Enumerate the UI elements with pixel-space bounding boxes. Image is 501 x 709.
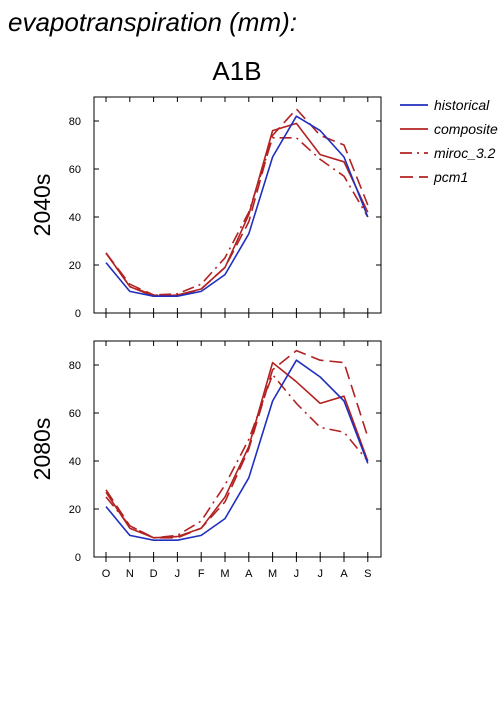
row-label: 2080s [29,418,55,481]
y-tick-label: 0 [75,308,81,320]
x-tick-label: J [294,568,300,580]
x-tick-label: F [198,568,205,580]
y-tick-label: 20 [69,504,81,516]
scenario-title: A1B [212,56,261,86]
legend-item: historical [400,97,490,113]
legend-item: composite [400,121,498,137]
x-tick-label: J [175,568,181,580]
y-tick-label: 80 [69,360,81,372]
plot-frame [93,340,382,558]
y-tick-label: 40 [69,456,81,468]
legend-label: pcm1 [433,169,468,185]
legend-item: miroc_3.2 [400,145,496,161]
panel-2040s: 0 20 40 60 80 2040s [29,96,382,320]
series-line-composite [105,122,369,298]
y-tick-label: 40 [69,212,81,224]
legend-item: pcm1 [400,169,468,185]
series-line-historical [105,359,369,542]
x-tick-label: D [150,568,158,580]
y-tick-label: 0 [75,552,81,564]
series-line-pcm1 [105,349,369,539]
series-line-pcm1 [105,108,369,298]
figure-title: evapotranspiration (mm): [8,7,297,37]
legend-label: miroc_3.2 [434,145,496,161]
legend-label: historical [434,97,490,113]
legend-label: composite [434,121,498,137]
y-tick-label: 20 [69,260,81,272]
series-line-composite [105,361,369,539]
chart-panels: 0 20 40 60 80 2040s 0 20 40 60 80 O N D J F M A M J J A S 2080s [29,96,382,580]
x-tick-label: A [245,568,253,580]
x-tick-label: A [340,568,348,580]
y-tick-label: 60 [69,164,81,176]
y-tick-label: 80 [69,116,81,128]
plot-frame [93,96,382,314]
series-line-miroc-3-2 [105,137,369,296]
x-tick-label: J [317,568,323,580]
series-line-historical [105,115,369,298]
x-tick-label: S [364,568,371,580]
x-tick-label: M [220,568,229,580]
row-label: 2040s [29,174,55,237]
x-tick-label: M [268,568,277,580]
legend: historical composite miroc_3.2 pcm1 [400,97,498,185]
x-tick-label: N [126,568,134,580]
x-tick-label: O [102,568,111,580]
series-line-miroc-3-2 [105,373,369,539]
y-tick-label: 60 [69,408,81,420]
panel-2080s: 0 20 40 60 80 O N D J F M A M J J A S 2080s [29,340,382,580]
